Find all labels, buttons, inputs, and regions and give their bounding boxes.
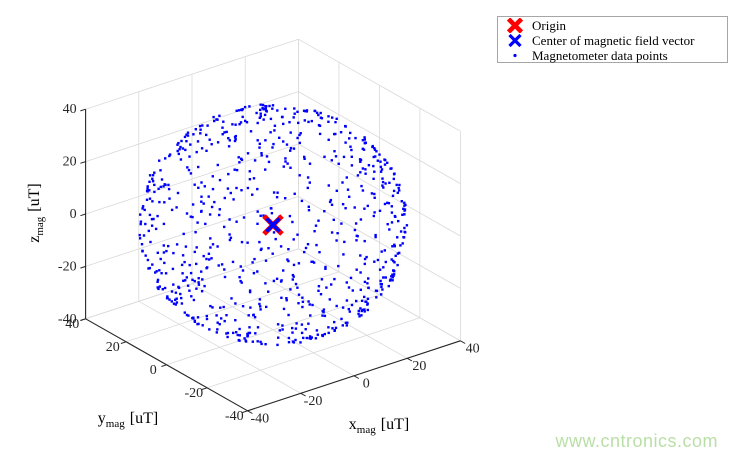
legend: Origin Center of magnetic field vector M… bbox=[497, 16, 728, 63]
x-thick-marker-icon bbox=[498, 18, 532, 33]
x-tick-label: 40 bbox=[466, 342, 480, 357]
legend-item-label: Center of magnetic field vector bbox=[532, 33, 695, 48]
z-tick-label: 40 bbox=[63, 102, 77, 117]
x-tick-label: -40 bbox=[250, 412, 269, 427]
watermark: www.cntronics.com bbox=[555, 431, 718, 451]
x-axis-label-unit: [uT] bbox=[380, 416, 410, 433]
axes-lines bbox=[85, 109, 461, 412]
y-tick-label: 40 bbox=[65, 317, 79, 332]
x-axis-label: xmag [uT] bbox=[349, 416, 409, 436]
legend-item-datapoints: Magnetometer data points bbox=[498, 48, 727, 63]
z-axis-label-main: z bbox=[25, 235, 43, 243]
z-tick-label: 0 bbox=[70, 207, 77, 222]
y-axis-label-unit: [uT] bbox=[129, 410, 159, 427]
x-tick-label: 0 bbox=[363, 377, 370, 392]
legend-item-label: Origin bbox=[532, 18, 566, 33]
y-tick-label: 0 bbox=[150, 363, 157, 378]
z-axis-label-sub: mag bbox=[34, 216, 47, 236]
z-tick-label: 20 bbox=[63, 155, 77, 170]
legend-item-center: Center of magnetic field vector bbox=[498, 33, 727, 48]
legend-item-label: Magnetometer data points bbox=[532, 48, 668, 63]
z-axis-label: zmag [uT] bbox=[26, 183, 46, 243]
dot-marker-icon bbox=[498, 48, 532, 63]
y-axis-label-main: y bbox=[97, 410, 106, 427]
x-tick-label: -20 bbox=[304, 394, 323, 409]
y-tick-label: 20 bbox=[106, 340, 120, 355]
center-marker bbox=[265, 217, 281, 233]
y-axis-label-sub: mag bbox=[105, 418, 125, 431]
y-axis-label: ymag [uT] bbox=[98, 410, 158, 430]
z-tick-label: -40 bbox=[58, 312, 77, 327]
x-axis-label-main: x bbox=[348, 416, 357, 433]
z-tick-label: -20 bbox=[58, 259, 77, 274]
x-tick-label: 20 bbox=[412, 359, 426, 374]
legend-item-origin: Origin bbox=[498, 18, 727, 33]
y-tick-label: -20 bbox=[184, 386, 203, 401]
x-marker-icon bbox=[498, 33, 532, 48]
tick-marks bbox=[80, 108, 466, 414]
x-axis-label-sub: mag bbox=[356, 424, 376, 437]
y-tick-label: -40 bbox=[225, 409, 244, 424]
z-axis-label-unit: [uT] bbox=[25, 183, 43, 212]
